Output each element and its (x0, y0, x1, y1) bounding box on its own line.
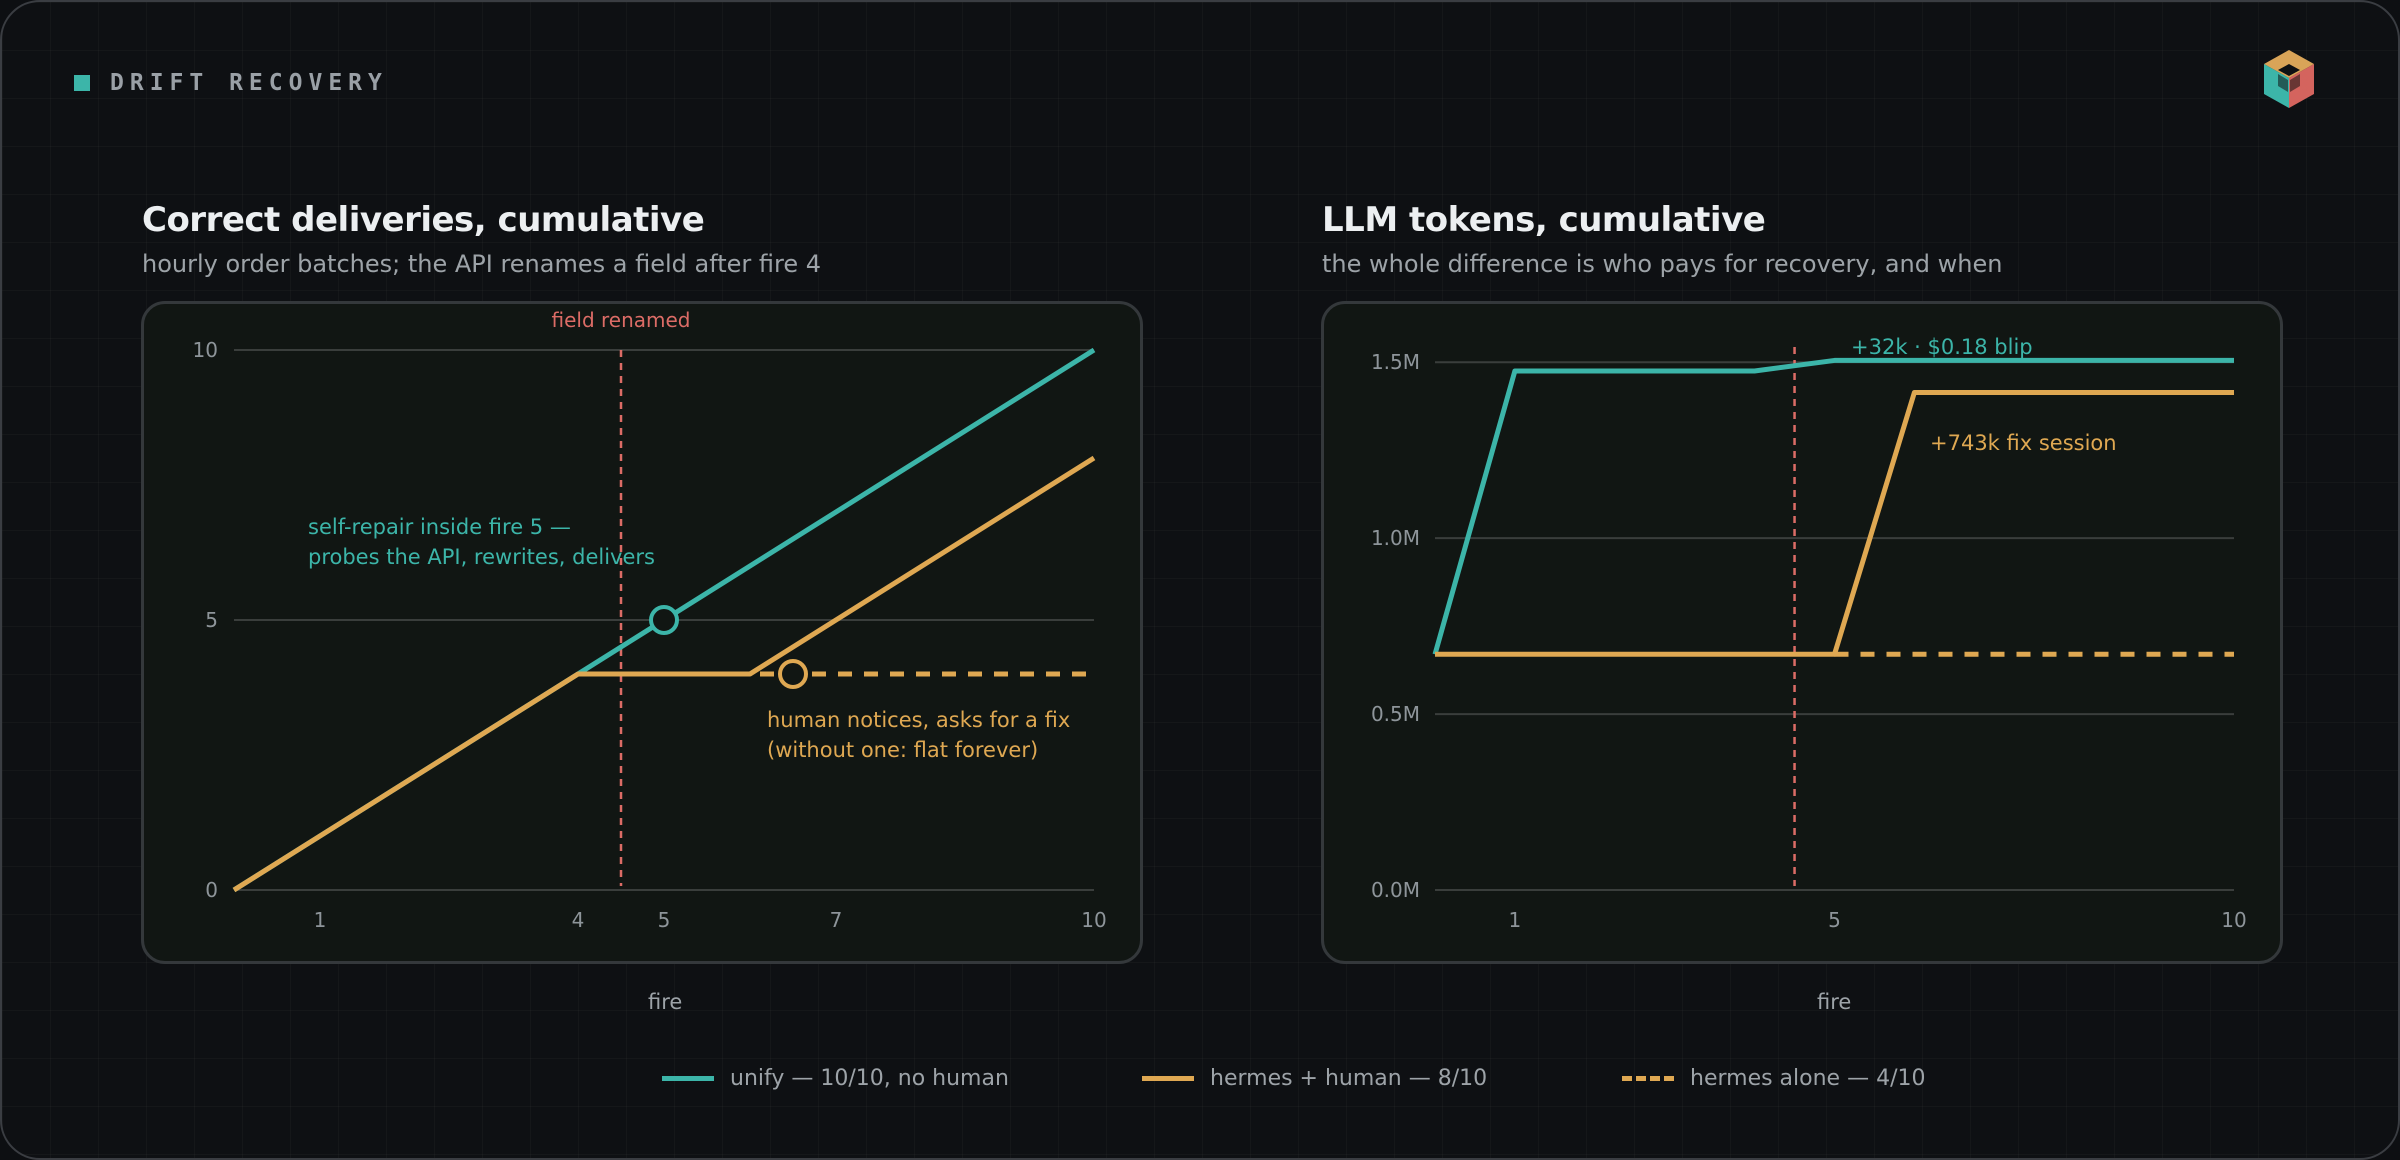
chart-1-subtitle: hourly order batches; the API renames a … (142, 250, 822, 278)
annotation-hermes: human notices, asks for a fix (767, 708, 1070, 732)
x-tick-label: 4 (572, 908, 585, 932)
y-tick-label: 0.5M (1371, 702, 1420, 726)
series-line-unify (1432, 357, 2234, 655)
legend-item-hermes-alone: hermes alone — 4/10 (1622, 1066, 1925, 1091)
y-tick-label: 0 (205, 878, 218, 902)
y-tick-label: 1.0M (1371, 526, 1420, 550)
annotation-unify: self-repair inside fire 5 — (308, 515, 571, 539)
legend-item-unify: unify — 10/10, no human (662, 1066, 1009, 1091)
legend-label-unify: unify — 10/10, no human (730, 1066, 1009, 1091)
x-tick-label: 5 (658, 908, 671, 932)
series-line-hermes (1435, 389, 2234, 657)
legend-swatch-hermes-human (1142, 1076, 1194, 1081)
x-tick-label: 7 (830, 908, 843, 932)
cube-logo-icon (2264, 50, 2314, 108)
annotation-hermes: (without one: flat forever) (767, 738, 1038, 762)
x-tick-label: 1 (1509, 908, 1522, 932)
chart-2-plot-area (1321, 301, 2283, 964)
x-tick-label: 10 (1081, 908, 1106, 932)
legend-swatch-hermes-alone (1622, 1076, 1674, 1081)
legend-swatch-unify (662, 1076, 714, 1081)
event-line-label: field renamed (551, 308, 690, 332)
header-title: DRIFT RECOVERY (110, 70, 388, 96)
legend-label-hermes-human: hermes + human — 8/10 (1210, 1066, 1488, 1091)
marker-circle-unify (649, 605, 679, 635)
chart-2-title: LLM tokens, cumulative (1322, 200, 1766, 240)
legend-label-hermes-alone: hermes alone — 4/10 (1690, 1066, 1926, 1091)
y-tick-label: 0.0M (1371, 878, 1420, 902)
y-tick-label: 10 (193, 338, 218, 362)
series-line-hermes (232, 455, 1096, 893)
legend-item-hermes-human: hermes + human — 8/10 (1142, 1066, 1487, 1091)
chart-1-title: Correct deliveries, cumulative (142, 200, 705, 240)
chart-2-x-axis-label: fire (1817, 990, 1852, 1014)
x-tick-label: 10 (2221, 908, 2246, 932)
chart-1-plot-area (141, 301, 1143, 964)
annotation-unify: probes the API, rewrites, delivers (308, 545, 655, 569)
y-tick-label: 5 (205, 608, 218, 632)
x-tick-label: 1 (314, 908, 327, 932)
chart-2-subtitle: the whole difference is who pays for rec… (1322, 250, 2003, 278)
header: DRIFT RECOVERY (74, 70, 388, 96)
annotation-hermes: +743k fix session (1930, 431, 2117, 455)
marker-circle-hermes (778, 659, 808, 689)
chart-1-x-axis-label: fire (648, 990, 683, 1014)
x-tick-label: 5 (1828, 908, 1841, 932)
annotation-unify: +32k · $0.18 blip (1851, 335, 2033, 359)
header-square-icon (74, 75, 90, 91)
y-tick-label: 1.5M (1371, 350, 1420, 374)
